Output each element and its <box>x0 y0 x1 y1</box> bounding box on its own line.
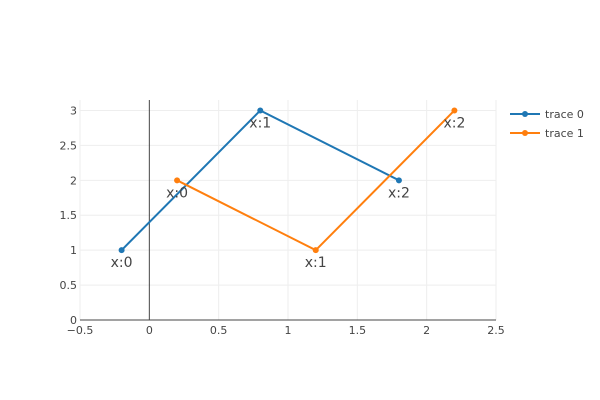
legend-item[interactable]: trace 1 <box>510 127 584 140</box>
x-tick-label: 2.5 <box>487 324 505 337</box>
data-point <box>257 107 264 114</box>
y-tick-label: 3 <box>70 104 77 117</box>
data-point <box>118 247 125 254</box>
data-labels: x:0 x:1 x:2 x:0 x:1 x:2 <box>111 115 466 271</box>
x-tick-label: −0.5 <box>67 324 94 337</box>
grid <box>79 100 497 320</box>
y-tick-label: 1 <box>70 244 77 257</box>
legend[interactable]: trace 0 trace 1 <box>510 108 584 140</box>
data-label: x:1 <box>249 115 271 131</box>
legend-label: trace 0 <box>545 108 584 121</box>
legend-item[interactable]: trace 0 <box>510 108 584 121</box>
x-tick-label: 0 <box>146 324 153 337</box>
legend-marker <box>522 130 528 136</box>
y-tick-label: 1.5 <box>60 209 78 222</box>
x-tick-label: 0.5 <box>210 324 228 337</box>
data-label: x:0 <box>166 185 188 201</box>
series-layer <box>118 107 458 254</box>
data-label: x:2 <box>388 185 410 201</box>
y-tick-label: 2.5 <box>60 139 78 152</box>
legend-marker <box>522 111 528 117</box>
data-label: x:2 <box>443 115 465 131</box>
y-tick-label: 0 <box>70 314 77 327</box>
data-point <box>174 177 181 184</box>
x-tick-label: 1 <box>285 324 292 337</box>
y-tick-label: 0.5 <box>60 279 78 292</box>
x-tick-label: 1.5 <box>349 324 367 337</box>
data-label: x:0 <box>111 255 133 271</box>
y-tick-label: 2 <box>70 174 77 187</box>
data-point <box>395 177 402 184</box>
data-label: x:1 <box>305 255 327 271</box>
data-point <box>451 107 458 114</box>
x-tick-label: 2 <box>423 324 430 337</box>
legend-label: trace 1 <box>545 127 584 140</box>
axes: 00.511.522.53−0.5 0 0.5 1 1.5 2 2.5 <box>60 100 505 337</box>
data-point <box>312 247 319 254</box>
